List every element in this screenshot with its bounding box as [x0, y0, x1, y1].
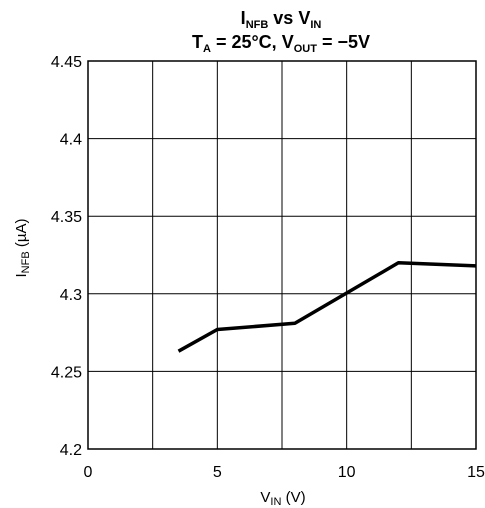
x-axis-label: VIN (V): [260, 489, 305, 508]
x-tick-label: 10: [338, 464, 356, 481]
y-tick-label: 4.4: [60, 132, 82, 149]
chart-title-line1: INFB vs VIN: [241, 8, 322, 31]
plot-frame: [87, 60, 477, 450]
series-line: [177, 261, 477, 353]
x-tick-label: 15: [467, 464, 485, 481]
x-tick-label: 0: [84, 464, 93, 481]
y-tick-label: 4.25: [51, 364, 82, 381]
chart-title-line2: TA = 25°C, VOUT = −5V: [192, 32, 370, 55]
x-tick-label: 5: [213, 464, 222, 481]
y-tick-label: 4.3: [60, 287, 82, 304]
y-tick-label: 4.35: [51, 209, 82, 226]
series-group: [177, 261, 477, 353]
y-tick-label: 4.2: [60, 442, 82, 459]
grid: [87, 60, 477, 450]
y-axis-label: INFB (µA): [13, 219, 32, 278]
tick-labels: 0 5 10 15 4.2 4.25 4.3 4.35 4.4 4.45: [51, 54, 485, 481]
y-tick-label: 4.45: [51, 54, 82, 71]
